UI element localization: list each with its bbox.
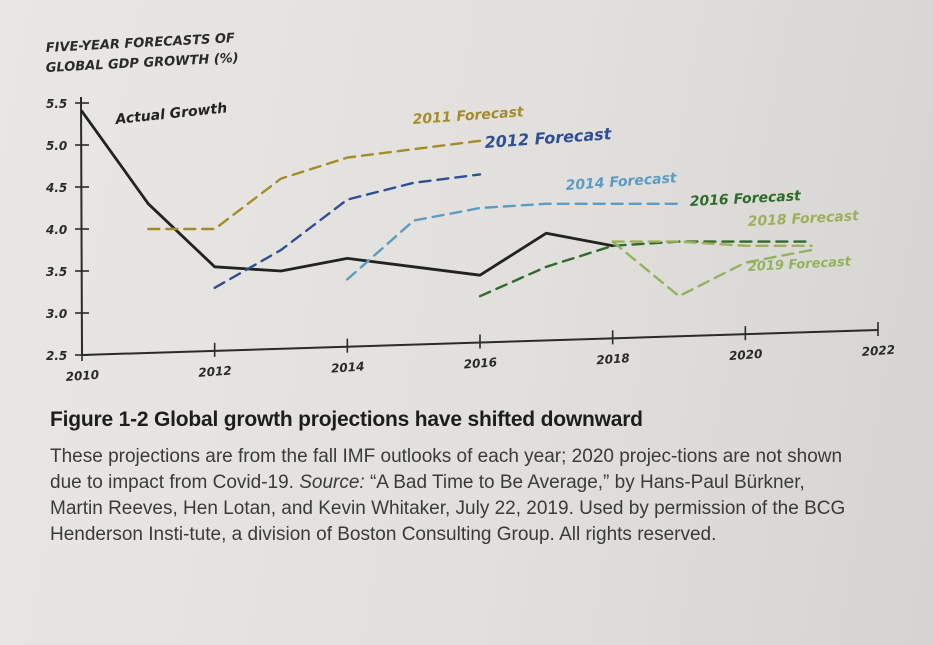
- series-line-2018-forecast: [611, 240, 813, 248]
- x-tick-label: 2022: [861, 343, 895, 359]
- chart: FIVE-YEAR FORECASTS OF GLOBAL GDP GROWTH…: [45, 31, 896, 384]
- y-tick-label: 5.0: [46, 139, 67, 153]
- series-label-2019-forecast: 2019 Forecast: [747, 255, 852, 275]
- figure-description: These projections are from the fall IMF …: [50, 444, 850, 548]
- series-label-2016-forecast: 2016 Forecast: [689, 188, 802, 210]
- y-tick-label: 2.5: [46, 349, 67, 363]
- series-line-2014-forecast: [346, 202, 681, 281]
- y-tick-label: 3.0: [46, 307, 67, 321]
- y-tick-label: 4.0: [45, 223, 67, 237]
- series-line-2011-forecast: [147, 139, 482, 231]
- figure-caption: Figure 1-2 Global growth projections hav…: [50, 400, 900, 548]
- chart-title: FIVE-YEAR FORECASTS OF GLOBAL GDP GROWTH…: [45, 31, 239, 76]
- axes: 2.5 3.0 3.5 4.0 4.5 5.0 5.5 2010 2012 2014 2016 201…: [45, 96, 896, 384]
- x-tick-label: 2014: [331, 359, 365, 375]
- x-tick-label: 2010: [65, 368, 99, 384]
- series-label-2012-forecast: 2012 Forecast: [484, 124, 613, 152]
- y-axis-line: [80, 96, 83, 356]
- y-tick-label: 3.5: [46, 265, 67, 279]
- x-tick-label: 2012: [198, 364, 232, 380]
- series-label-2014-forecast: 2014 Forecast: [565, 170, 678, 194]
- x-tick-label: 2016: [463, 355, 497, 371]
- series-line-2016-forecast: [478, 240, 813, 298]
- caption-source-label: Source:: [299, 472, 365, 493]
- caption-text-end: “A Bad Time to Be Average,” by Hans-Paul…: [50, 472, 846, 545]
- x-tick-label: 2018: [596, 351, 630, 367]
- series-line-actual-growth: [80, 110, 615, 277]
- series-label-2018-forecast: 2018 Forecast: [747, 208, 860, 230]
- caption-text-start: These projections are from the fall IMF …: [50, 446, 843, 493]
- series-label-2011-forecast: 2011 Forecast: [412, 104, 525, 128]
- x-tick-label: 2020: [729, 347, 763, 363]
- y-tick-label: 5.5: [46, 97, 67, 111]
- chart-title-line-2: GLOBAL GDP GROWTH (%): [45, 51, 239, 76]
- series-line-2019-forecast: [611, 240, 813, 298]
- y-tick-label: 4.5: [45, 181, 67, 195]
- series-label-actual-growth: Actual Growth: [114, 100, 228, 128]
- figure-title: Figure 1-2 Global growth projections hav…: [50, 408, 643, 431]
- series-layer: [80, 110, 813, 298]
